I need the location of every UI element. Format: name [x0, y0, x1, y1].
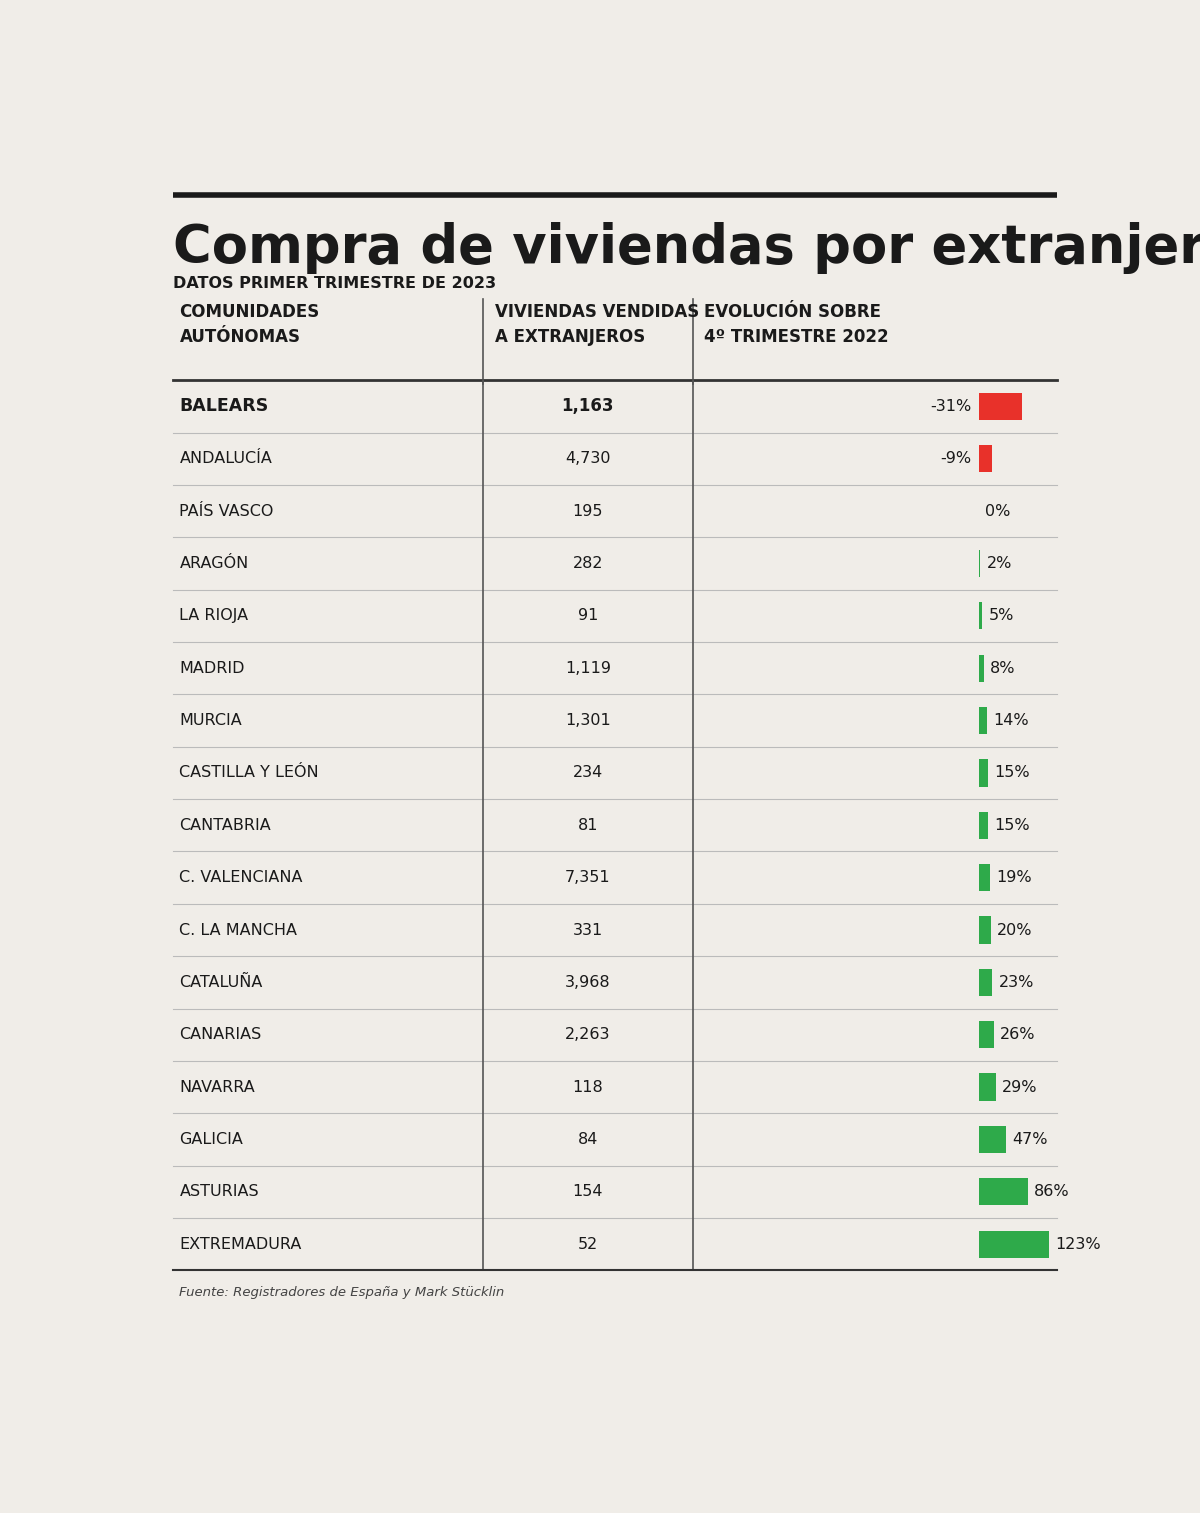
Text: CATALUÑA: CATALUÑA: [180, 974, 263, 990]
Text: LA RIOJA: LA RIOJA: [180, 608, 248, 623]
Text: NAVARRA: NAVARRA: [180, 1080, 256, 1094]
Text: PAÍS VASCO: PAÍS VASCO: [180, 504, 274, 519]
Bar: [979, 1073, 996, 1100]
Text: Fuente: Registradores de España y Mark Stücklin: Fuente: Registradores de España y Mark S…: [180, 1286, 505, 1298]
Text: 81: 81: [577, 819, 598, 832]
Text: 23%: 23%: [998, 974, 1034, 990]
Text: 8%: 8%: [990, 661, 1015, 676]
Text: Compra de viviendas por extranjeros: Compra de viviendas por extranjeros: [173, 222, 1200, 274]
Text: 14%: 14%: [994, 713, 1030, 728]
Text: 19%: 19%: [996, 870, 1032, 885]
Text: ASTURIAS: ASTURIAS: [180, 1185, 259, 1200]
Text: 5%: 5%: [989, 608, 1014, 623]
Bar: [979, 655, 984, 682]
Text: MURCIA: MURCIA: [180, 713, 242, 728]
Text: 234: 234: [572, 766, 604, 781]
Text: 52: 52: [577, 1236, 598, 1251]
Text: BALEARS: BALEARS: [180, 398, 269, 416]
Bar: [979, 393, 1022, 421]
Text: EVOLUCIÓN SOBRE
4º TRIMESTRE 2022: EVOLUCIÓN SOBRE 4º TRIMESTRE 2022: [704, 303, 889, 346]
Text: 1,119: 1,119: [565, 661, 611, 676]
Text: 118: 118: [572, 1080, 604, 1094]
Text: 84: 84: [577, 1132, 598, 1147]
Text: 2,263: 2,263: [565, 1027, 611, 1042]
Text: 331: 331: [572, 923, 604, 938]
Text: ANDALUCÍA: ANDALUCÍA: [180, 451, 272, 466]
Text: 20%: 20%: [997, 923, 1032, 938]
Text: 1,163: 1,163: [562, 398, 614, 416]
Text: DATOS PRIMER TRIMESTRE DE 2023: DATOS PRIMER TRIMESTRE DE 2023: [173, 277, 497, 292]
Bar: [979, 602, 982, 629]
Text: GALICIA: GALICIA: [180, 1132, 244, 1147]
Bar: [979, 1126, 1006, 1153]
Text: -31%: -31%: [930, 399, 972, 415]
Text: 0%: 0%: [985, 504, 1010, 519]
Text: 7,351: 7,351: [565, 870, 611, 885]
Bar: [979, 968, 992, 996]
Bar: [979, 811, 988, 838]
Text: VIVIENDAS VENDIDAS
A EXTRANJEROS: VIVIENDAS VENDIDAS A EXTRANJEROS: [494, 303, 700, 346]
Text: COMUNIDADES
AUTÓNOMAS: COMUNIDADES AUTÓNOMAS: [180, 303, 319, 346]
Text: 154: 154: [572, 1185, 604, 1200]
Text: -9%: -9%: [941, 451, 972, 466]
Bar: [979, 445, 992, 472]
Text: 15%: 15%: [994, 819, 1030, 832]
Bar: [979, 1230, 1049, 1257]
Bar: [979, 864, 990, 891]
Text: 282: 282: [572, 555, 604, 570]
Text: MADRID: MADRID: [180, 661, 245, 676]
Bar: [979, 917, 990, 944]
Text: 195: 195: [572, 504, 604, 519]
Text: ARAGÓN: ARAGÓN: [180, 555, 248, 570]
Text: 29%: 29%: [1002, 1080, 1037, 1094]
Bar: [979, 1179, 1028, 1206]
Text: 3,968: 3,968: [565, 974, 611, 990]
Text: CASTILLA Y LEÓN: CASTILLA Y LEÓN: [180, 766, 319, 781]
Bar: [979, 1021, 994, 1049]
Text: 47%: 47%: [1012, 1132, 1048, 1147]
Text: CANTABRIA: CANTABRIA: [180, 819, 271, 832]
Text: 91: 91: [577, 608, 598, 623]
Text: 15%: 15%: [994, 766, 1030, 781]
Text: C. LA MANCHA: C. LA MANCHA: [180, 923, 298, 938]
Text: 86%: 86%: [1034, 1185, 1070, 1200]
Bar: [979, 760, 988, 787]
Text: 2%: 2%: [986, 555, 1012, 570]
Text: CANARIAS: CANARIAS: [180, 1027, 262, 1042]
Text: 123%: 123%: [1055, 1236, 1100, 1251]
Text: 1,301: 1,301: [565, 713, 611, 728]
Text: C. VALENCIANA: C. VALENCIANA: [180, 870, 302, 885]
Text: 4,730: 4,730: [565, 451, 611, 466]
Bar: [979, 707, 988, 734]
Text: 26%: 26%: [1000, 1027, 1036, 1042]
Text: EXTREMADURA: EXTREMADURA: [180, 1236, 302, 1251]
